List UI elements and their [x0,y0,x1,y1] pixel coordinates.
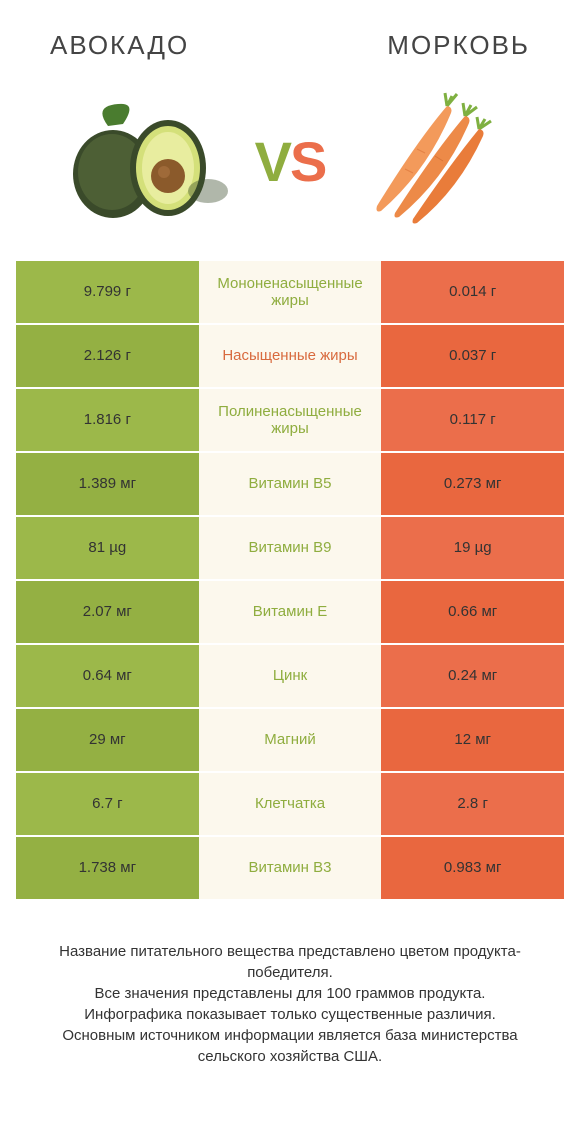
cell-left-value: 1.738 мг [16,837,199,899]
table-row: 6.7 гКлетчатка2.8 г [16,773,564,835]
cell-left-value: 2.07 мг [16,581,199,643]
vs-v: V [255,130,290,193]
cell-nutrient-label: Клетчатка [199,773,382,835]
table-row: 1.816 гПолиненасыщенные жиры0.117 г [16,389,564,451]
table-row: 0.64 мгЦинк0.24 мг [16,645,564,707]
cell-nutrient-label: Витамин E [199,581,382,643]
cell-right-value: 0.983 мг [381,837,564,899]
cell-left-value: 0.64 мг [16,645,199,707]
footer-notes: Название питательного вещества представл… [0,901,580,1087]
cell-right-value: 0.66 мг [381,581,564,643]
cell-left-value: 6.7 г [16,773,199,835]
cell-right-value: 0.273 мг [381,453,564,515]
title-right: МОРКОВЬ [387,30,530,61]
cell-right-value: 0.037 г [381,325,564,387]
cell-nutrient-label: Мононенасыщенные жиры [199,261,382,323]
cell-left-value: 81 µg [16,517,199,579]
cell-left-value: 1.389 мг [16,453,199,515]
table-row: 29 мгМагний12 мг [16,709,564,771]
infographic-container: АВОКАДО МОРКОВЬ VS [0,0,580,1144]
footer-line: Название питательного вещества представл… [30,941,550,983]
cell-nutrient-label: Магний [199,709,382,771]
cell-nutrient-label: Витамин B9 [199,517,382,579]
footer-line: Все значения представлены для 100 граммо… [30,983,550,1004]
cell-left-value: 9.799 г [16,261,199,323]
cell-right-value: 0.24 мг [381,645,564,707]
cell-right-value: 12 мг [381,709,564,771]
vs-label: VS [255,129,326,194]
table-row: 2.126 гНасыщенные жиры0.037 г [16,325,564,387]
title-left: АВОКАДО [50,30,189,61]
cell-right-value: 19 µg [381,517,564,579]
avocado-image [63,91,243,231]
table-row: 9.799 гМононенасыщенные жиры0.014 г [16,261,564,323]
cell-left-value: 29 мг [16,709,199,771]
table-row: 1.389 мгВитамин B50.273 мг [16,453,564,515]
header: АВОКАДО МОРКОВЬ [0,0,580,71]
cell-left-value: 1.816 г [16,389,199,451]
cell-right-value: 0.117 г [381,389,564,451]
carrot-image [337,91,517,231]
vs-s: S [290,130,325,193]
cell-nutrient-label: Витамин B5 [199,453,382,515]
table-row: 81 µgВитамин B919 µg [16,517,564,579]
cell-left-value: 2.126 г [16,325,199,387]
table-row: 1.738 мгВитамин B30.983 мг [16,837,564,899]
footer-line: Основным источником информации является … [30,1025,550,1067]
images-row: VS [0,71,580,261]
cell-right-value: 0.014 г [381,261,564,323]
footer-line: Инфографика показывает только существенн… [30,1004,550,1025]
comparison-table: 9.799 гМононенасыщенные жиры0.014 г2.126… [0,261,580,901]
cell-right-value: 2.8 г [381,773,564,835]
cell-nutrient-label: Насыщенные жиры [199,325,382,387]
table-row: 2.07 мгВитамин E0.66 мг [16,581,564,643]
cell-nutrient-label: Цинк [199,645,382,707]
cell-nutrient-label: Полиненасыщенные жиры [199,389,382,451]
cell-nutrient-label: Витамин B3 [199,837,382,899]
